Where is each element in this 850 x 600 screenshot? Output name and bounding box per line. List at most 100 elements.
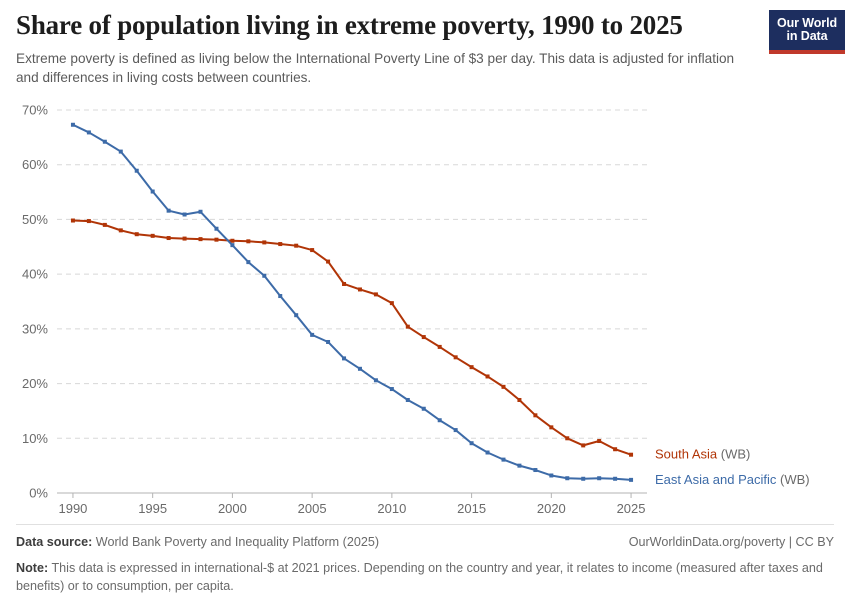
- data-point-marker: [389, 387, 394, 392]
- chart-footer: Data source: World Bank Poverty and Ineq…: [16, 524, 834, 596]
- owid-link[interactable]: OurWorldinData.org/poverty | CC BY: [628, 535, 834, 549]
- data-point-marker: [118, 149, 123, 154]
- data-point-marker: [597, 476, 602, 481]
- data-point-marker: [278, 294, 283, 299]
- data-point-marker: [166, 236, 171, 241]
- data-point-marker: [326, 339, 331, 344]
- data-point-marker: [581, 443, 586, 448]
- data-point-marker: [501, 457, 506, 462]
- data-point-marker: [182, 212, 187, 217]
- y-axis-tick-label: 70%: [22, 103, 48, 118]
- data-point-marker: [629, 477, 634, 482]
- x-axis-tick-label: 2010: [377, 501, 406, 516]
- data-point-marker: [230, 238, 235, 243]
- owid-logo[interactable]: Our World in Data: [769, 10, 845, 54]
- data-point-marker: [533, 413, 538, 418]
- data-point-marker: [357, 366, 362, 371]
- data-series: [70, 122, 634, 482]
- data-point-marker: [533, 468, 538, 473]
- data-point-marker: [629, 452, 634, 457]
- data-point-marker: [150, 189, 155, 194]
- data-point-marker: [70, 122, 75, 127]
- x-axis-tick-label: 2005: [298, 501, 327, 516]
- data-point-marker: [214, 226, 219, 231]
- data-point-marker: [102, 222, 107, 227]
- data-point-marker: [421, 335, 426, 340]
- footer-note: Note: This data is expressed in internat…: [16, 560, 831, 596]
- data-point-marker: [246, 260, 251, 265]
- data-point-marker: [437, 418, 442, 423]
- y-axis-tick-label: 50%: [22, 212, 48, 227]
- series-line-south-asia: [71, 219, 633, 456]
- grid-lines: [57, 109, 649, 439]
- data-point-marker: [517, 397, 522, 402]
- page-title: Share of population living in extreme po…: [16, 10, 683, 40]
- series-label-suffix: (WB): [721, 447, 751, 462]
- data-point-marker: [469, 441, 474, 446]
- owid-logo-line2: in Data: [786, 29, 828, 43]
- chart-plot-area[interactable]: 0% 10% 20% 30% 40% 50% 60% 70% 1990 1995 2000 2005…: [0, 96, 850, 517]
- data-point-marker: [485, 374, 490, 379]
- data-point-marker: [421, 406, 426, 411]
- data-point-marker: [405, 397, 410, 402]
- y-axis-tick-label: 30%: [22, 321, 48, 336]
- data-point-marker: [453, 428, 458, 433]
- x-axis-tick-label: 1995: [138, 501, 167, 516]
- series-label-suffix: (WB): [780, 472, 810, 487]
- series-line-east-asia-and-pacific: [71, 123, 633, 481]
- data-point-marker: [102, 139, 107, 144]
- y-axis-tick-label: 10%: [22, 431, 48, 446]
- data-point-marker: [310, 248, 315, 253]
- data-point-marker: [134, 168, 139, 173]
- series-label-name: East Asia and Pacific: [655, 472, 780, 487]
- x-axis-tick-label: 2025: [617, 501, 646, 516]
- x-axis-tick-label: 2015: [457, 501, 486, 516]
- data-point-marker: [326, 259, 331, 264]
- series-label-south-asia[interactable]: South Asia (WB): [655, 447, 750, 462]
- series-label-name: South Asia: [655, 447, 721, 462]
- data-point-marker: [70, 218, 75, 223]
- chart-subtitle: Extreme poverty is defined as living bel…: [16, 51, 735, 86]
- data-source-label: Data source:: [16, 535, 93, 549]
- data-point-marker: [405, 324, 410, 329]
- data-point-marker: [342, 356, 347, 361]
- x-axis-tick-label: 2020: [537, 501, 566, 516]
- data-point-marker: [613, 476, 618, 481]
- data-point-marker: [198, 237, 203, 242]
- data-source-text: World Bank Poverty and Inequality Platfo…: [95, 535, 380, 549]
- data-point-marker: [294, 313, 299, 318]
- data-point-marker: [182, 236, 187, 241]
- data-point-marker: [517, 463, 522, 468]
- data-point-marker: [198, 209, 203, 214]
- y-axis-labels: 0% 10% 20% 30% 40% 50% 60% 70%: [22, 103, 48, 501]
- y-axis-tick-label: 40%: [22, 267, 48, 282]
- data-point-marker: [597, 439, 602, 444]
- data-point-marker: [86, 219, 91, 224]
- series-legend-labels: South Asia (WB)East Asia and Pacific (WB…: [655, 447, 810, 487]
- data-point-marker: [262, 273, 267, 278]
- data-point-marker: [310, 332, 315, 337]
- data-point-marker: [613, 447, 618, 452]
- line-chart-svg: 0% 10% 20% 30% 40% 50% 60% 70% 1990 1995 2000 2005…: [22, 103, 810, 517]
- data-point-marker: [389, 301, 394, 306]
- data-point-marker: [214, 237, 219, 242]
- data-point-marker: [262, 240, 267, 245]
- data-point-marker: [166, 208, 171, 213]
- data-point-marker: [86, 130, 91, 135]
- data-point-marker: [118, 228, 123, 233]
- data-point-marker: [501, 384, 506, 389]
- data-source: Data source: World Bank Poverty and Ineq…: [16, 534, 379, 551]
- data-point-marker: [246, 239, 251, 244]
- data-point-marker: [373, 292, 378, 297]
- x-axis: 1990 1995 2000 2005 2010 2015 2020 2025: [57, 492, 647, 516]
- data-point-marker: [565, 476, 570, 481]
- data-point-marker: [469, 365, 474, 370]
- y-axis-tick-label: 0%: [29, 486, 48, 501]
- x-axis-tick-label: 1990: [58, 501, 87, 516]
- footer-source-row: Data source: World Bank Poverty and Ineq…: [16, 534, 834, 551]
- data-point-marker: [150, 233, 155, 238]
- data-point-marker: [357, 287, 362, 292]
- series-label-east-asia-and-pacific[interactable]: East Asia and Pacific (WB): [655, 472, 810, 487]
- x-axis-tick-label: 2000: [218, 501, 247, 516]
